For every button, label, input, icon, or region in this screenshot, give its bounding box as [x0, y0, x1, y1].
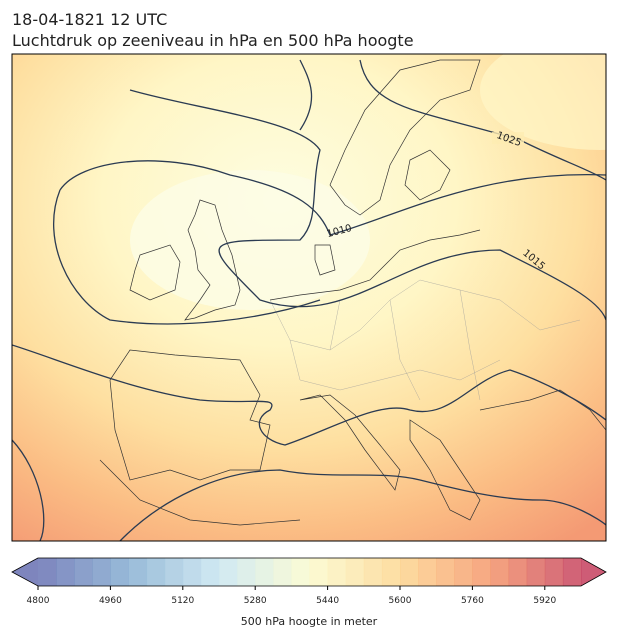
colorbar-bin	[418, 558, 437, 586]
colorbar-bin	[508, 558, 528, 586]
colorbar-bin	[490, 558, 510, 586]
colorbar-bin	[472, 558, 491, 586]
colorbar-bin	[255, 558, 274, 586]
colorbar-bin	[74, 558, 93, 586]
colorbar: 4800 4960 5120 5280 5440 5600 5760 5920	[11, 557, 607, 606]
colorbar-tick-label: 5600	[389, 596, 412, 606]
colorbar-bin	[128, 558, 148, 586]
colorbar-tick-label: 4960	[99, 596, 122, 606]
map: 1025 1015 1010	[12, 54, 606, 541]
colorbar-bin	[400, 558, 419, 586]
colorbar-extend	[12, 558, 38, 586]
colorbar-tick-label: 5440	[316, 596, 339, 606]
colorbar-bin	[110, 558, 129, 586]
colorbar-bin	[237, 558, 256, 586]
colorbar-bin	[309, 558, 329, 586]
height-field	[480, 54, 606, 150]
colorbar-bin	[291, 558, 310, 586]
subtitle: Luchtdruk op zeeniveau in hPa en 500 hPa…	[12, 31, 414, 50]
colorbar-bin	[164, 558, 184, 586]
colorbar-bin	[146, 558, 166, 586]
colorbar-tick-label: 5760	[461, 596, 484, 606]
colorbar-bin	[92, 558, 111, 586]
colorbar-bin	[381, 558, 401, 586]
map-frame	[11, 53, 607, 542]
colorbar-tick-label: 5280	[244, 596, 267, 606]
colorbar-bin	[200, 558, 220, 586]
colorbar-bin	[38, 558, 57, 586]
colorbar-tick-label: 4800	[27, 596, 50, 606]
label-bg	[492, 132, 524, 144]
colorbar-tick-label: 5920	[533, 596, 556, 606]
colorbar-bin	[436, 558, 455, 586]
colorbar-tick-label: 5120	[171, 596, 194, 606]
colorbar-bin	[273, 558, 292, 586]
colorbar-bin	[562, 558, 582, 586]
colorbar-bin	[182, 558, 202, 586]
colorbar-bin	[327, 558, 347, 586]
colorbar-outline	[11, 557, 607, 587]
isobars	[12, 59, 606, 541]
colorbar-bin	[526, 558, 546, 586]
title: 18-04-1821 12 UTC	[12, 10, 167, 29]
colorbar-bin	[363, 558, 383, 586]
colorbar-label: 500 hPa hoogte in meter	[241, 615, 378, 628]
colorbar-bin	[454, 558, 473, 586]
colorbar-bin	[345, 558, 365, 586]
colorbar-bin	[219, 558, 238, 586]
colorbar-bin	[56, 558, 75, 586]
coastlines	[99, 59, 606, 526]
colorbar-bin	[544, 558, 564, 586]
colorbar-extend	[581, 558, 606, 586]
borders	[269, 279, 581, 401]
